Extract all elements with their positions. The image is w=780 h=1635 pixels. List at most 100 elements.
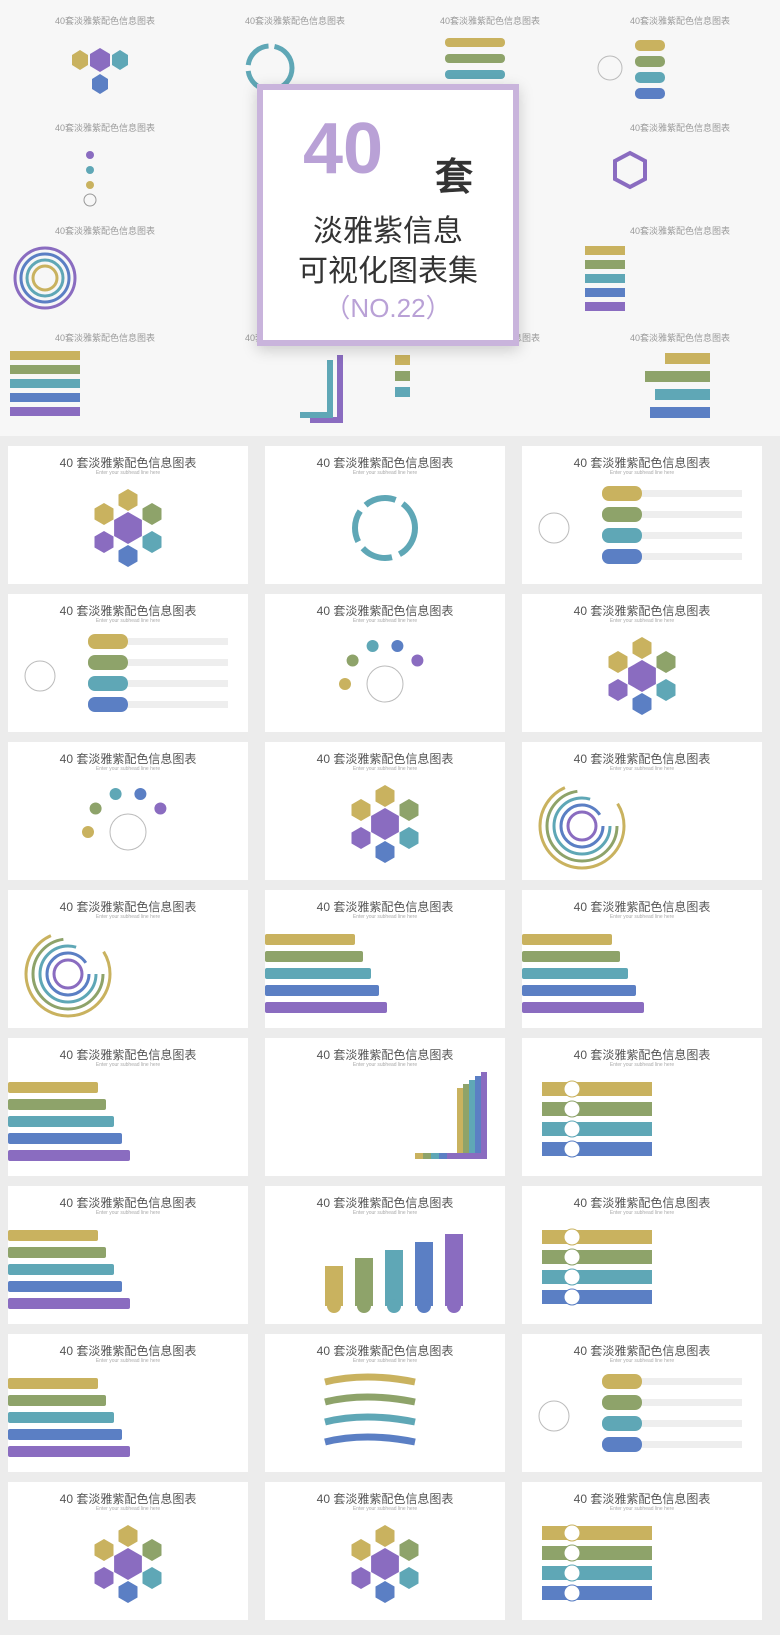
slide-subtitle: Enter your subhead line here — [352, 618, 418, 624]
slide-thumbnail: 40 套淡雅紫配色信息图表 Enter your subhead line her… — [522, 594, 762, 732]
slide-title: 40 套淡雅紫配色信息图表 — [573, 1344, 711, 1358]
slide-thumbnail: 40 套淡雅紫配色信息图表 Enter your subhead line her… — [522, 1334, 762, 1472]
slide-graphic — [24, 634, 228, 712]
cover-card: 40 套 淡雅紫信息 可视化图表集 （NO.22） — [257, 84, 519, 346]
cover-title-line1: 淡雅紫信息 — [313, 215, 463, 248]
slide-graphic — [8, 1378, 130, 1457]
slide-title: 40 套淡雅紫配色信息图表 — [59, 1344, 197, 1358]
slide-subtitle: Enter your subhead line here — [352, 1506, 418, 1512]
slide-title: 40 套淡雅紫配色信息图表 — [573, 1048, 711, 1062]
slide-graphic — [94, 489, 162, 567]
slide-thumbnail: 40 套淡雅紫配色信息图表 Enter your subhead line her… — [522, 742, 762, 880]
slide-subtitle: Enter your subhead line here — [95, 914, 161, 920]
slide-thumbnail: 40 套淡雅紫配色信息图表 Enter your subhead line her… — [8, 1186, 248, 1324]
slide-title: 40 套淡雅紫配色信息图表 — [316, 1344, 454, 1358]
slide-graphic — [352, 495, 418, 561]
slide-subtitle: Enter your subhead line here — [352, 470, 418, 476]
slide-title: 40 套淡雅紫配色信息图表 — [59, 1048, 197, 1062]
cover-suffix: 套 — [435, 157, 474, 199]
mini-slide-title: 40套淡雅紫配色信息图表 — [54, 123, 155, 133]
cover-number: 40 — [303, 109, 384, 189]
slide-title: 40 套淡雅紫配色信息图表 — [316, 604, 454, 618]
slide-graphic — [24, 930, 112, 1018]
slide-title: 40 套淡雅紫配色信息图表 — [316, 1196, 454, 1210]
slide-thumbnail: 40 套淡雅紫配色信息图表 Enter your subhead line her… — [265, 1038, 505, 1176]
slide-graphic — [522, 934, 644, 1013]
slide-subtitle: Enter your subhead line here — [352, 1358, 418, 1364]
mini-slide-title: 40套淡雅紫配色信息图表 — [54, 333, 155, 343]
slide-subtitle: Enter your subhead line here — [95, 766, 161, 772]
slide-title: 40 套淡雅紫配色信息图表 — [59, 1492, 197, 1506]
slide-graphic — [542, 1524, 652, 1602]
mini-slide-title: 40套淡雅紫配色信息图表 — [629, 226, 730, 236]
slide-graphic — [538, 782, 626, 870]
slide-subtitle: Enter your subhead line here — [609, 1358, 675, 1364]
slide-graphic — [538, 486, 742, 564]
slide-thumbnail: 40 套淡雅紫配色信息图表 Enter your subhead line her… — [522, 1038, 762, 1176]
slide-graphic — [8, 1230, 130, 1309]
slide-thumbnail: 40 套淡雅紫配色信息图表 Enter your subhead line her… — [522, 1186, 762, 1324]
slide-thumbnail: 40 套淡雅紫配色信息图表 Enter your subhead line her… — [522, 1482, 762, 1620]
slide-title: 40 套淡雅紫配色信息图表 — [59, 1196, 197, 1210]
slide-title: 40 套淡雅紫配色信息图表 — [316, 1492, 454, 1506]
slide-subtitle: Enter your subhead line here — [609, 470, 675, 476]
cover-series-number: （NO.22） — [324, 293, 452, 323]
slide-subtitle: Enter your subhead line here — [352, 766, 418, 772]
slide-thumbnail: 40 套淡雅紫配色信息图表 Enter your subhead line her… — [8, 890, 248, 1028]
slide-title: 40 套淡雅紫配色信息图表 — [316, 900, 454, 914]
slide-graphic — [542, 1228, 652, 1306]
slide-graphic — [325, 1234, 463, 1313]
slide-title: 40 套淡雅紫配色信息图表 — [59, 604, 197, 618]
slide-title: 40 套淡雅紫配色信息图表 — [59, 456, 197, 470]
mini-slide: 40套淡雅紫配色信息图表 — [10, 115, 200, 215]
slide-subtitle: Enter your subhead line here — [95, 1358, 161, 1364]
slide-thumbnail: 40 套淡雅紫配色信息图表 Enter your subhead line her… — [265, 1482, 505, 1620]
slide-title: 40 套淡雅紫配色信息图表 — [573, 456, 711, 470]
slide-thumbnail: 40 套淡雅紫配色信息图表 Enter your subhead line her… — [522, 446, 762, 584]
slide-graphic — [8, 1082, 130, 1161]
slide-subtitle: Enter your subhead line here — [609, 766, 675, 772]
slide-title: 40 套淡雅紫配色信息图表 — [573, 1492, 711, 1506]
slide-thumbnail: 40 套淡雅紫配色信息图表 Enter your subhead line her… — [522, 890, 762, 1028]
slide-graphic — [538, 1374, 742, 1452]
slide-thumbnail: 40 套淡雅紫配色信息图表 Enter your subhead line her… — [265, 742, 505, 880]
slide-title: 40 套淡雅紫配色信息图表 — [573, 1196, 711, 1210]
slide-subtitle: Enter your subhead line here — [352, 1062, 418, 1068]
slide-title: 40 套淡雅紫配色信息图表 — [573, 604, 711, 618]
slide-graphic — [94, 1525, 162, 1603]
slide-graphic — [82, 788, 167, 851]
mini-slide: 40套淡雅紫配色信息图表 — [395, 8, 585, 108]
slide-graphic — [265, 934, 387, 1013]
slide-title: 40 套淡雅紫配色信息图表 — [573, 752, 711, 766]
slide-title: 40 套淡雅紫配色信息图表 — [316, 752, 454, 766]
preview-collage: 40套淡雅紫配色信息图表 40套淡雅紫配色信息图表 40套淡雅紫配色信息图表 4… — [0, 0, 780, 436]
mini-slide-title: 40套淡雅紫配色信息图表 — [629, 333, 730, 343]
mini-slide-title: 40套淡雅紫配色信息图表 — [244, 16, 345, 26]
slide-subtitle: Enter your subhead line here — [95, 1210, 161, 1216]
slide-thumbnail: 40 套淡雅紫配色信息图表 Enter your subhead line her… — [265, 1186, 505, 1324]
slide-thumbnail: 40 套淡雅紫配色信息图表 Enter your subhead line her… — [8, 446, 248, 584]
slide-thumbnail: 40 套淡雅紫配色信息图表 Enter your subhead line her… — [265, 890, 505, 1028]
slide-subtitle: Enter your subhead line here — [609, 618, 675, 624]
slide-thumbnail: 40 套淡雅紫配色信息图表 Enter your subhead line her… — [265, 594, 505, 732]
slide-subtitle: Enter your subhead line here — [95, 470, 161, 476]
slide-thumbnail: 40 套淡雅紫配色信息图表 Enter your subhead line her… — [265, 1334, 505, 1472]
slide-title: 40 套淡雅紫配色信息图表 — [316, 1048, 454, 1062]
mini-slide-title: 40套淡雅紫配色信息图表 — [54, 16, 155, 26]
slide-graphic — [351, 1525, 419, 1603]
slide-graphic — [324, 1373, 416, 1446]
slide-thumbnail: 40 套淡雅紫配色信息图表 Enter your subhead line her… — [8, 1482, 248, 1620]
slide-graphic — [339, 640, 424, 703]
mini-slide: 40套淡雅紫配色信息图表 — [585, 115, 775, 215]
mini-slide: 40套淡雅紫配色信息图表 — [10, 8, 200, 108]
slide-subtitle: Enter your subhead line here — [95, 618, 161, 624]
slide-subtitle: Enter your subhead line here — [609, 1506, 675, 1512]
slide-graphic — [608, 637, 676, 715]
cover-title-line2: 可视化图表集 — [298, 255, 478, 288]
slide-thumbnail: 40 套淡雅紫配色信息图表 Enter your subhead line her… — [8, 1038, 248, 1176]
slide-title: 40 套淡雅紫配色信息图表 — [59, 752, 197, 766]
mini-slide: 40套淡雅紫配色信息图表 — [10, 218, 200, 318]
mini-slide-title: 40套淡雅紫配色信息图表 — [54, 226, 155, 236]
mini-slide: 40套淡雅紫配色信息图表 — [565, 218, 775, 318]
slide-title: 40 套淡雅紫配色信息图表 — [59, 900, 197, 914]
